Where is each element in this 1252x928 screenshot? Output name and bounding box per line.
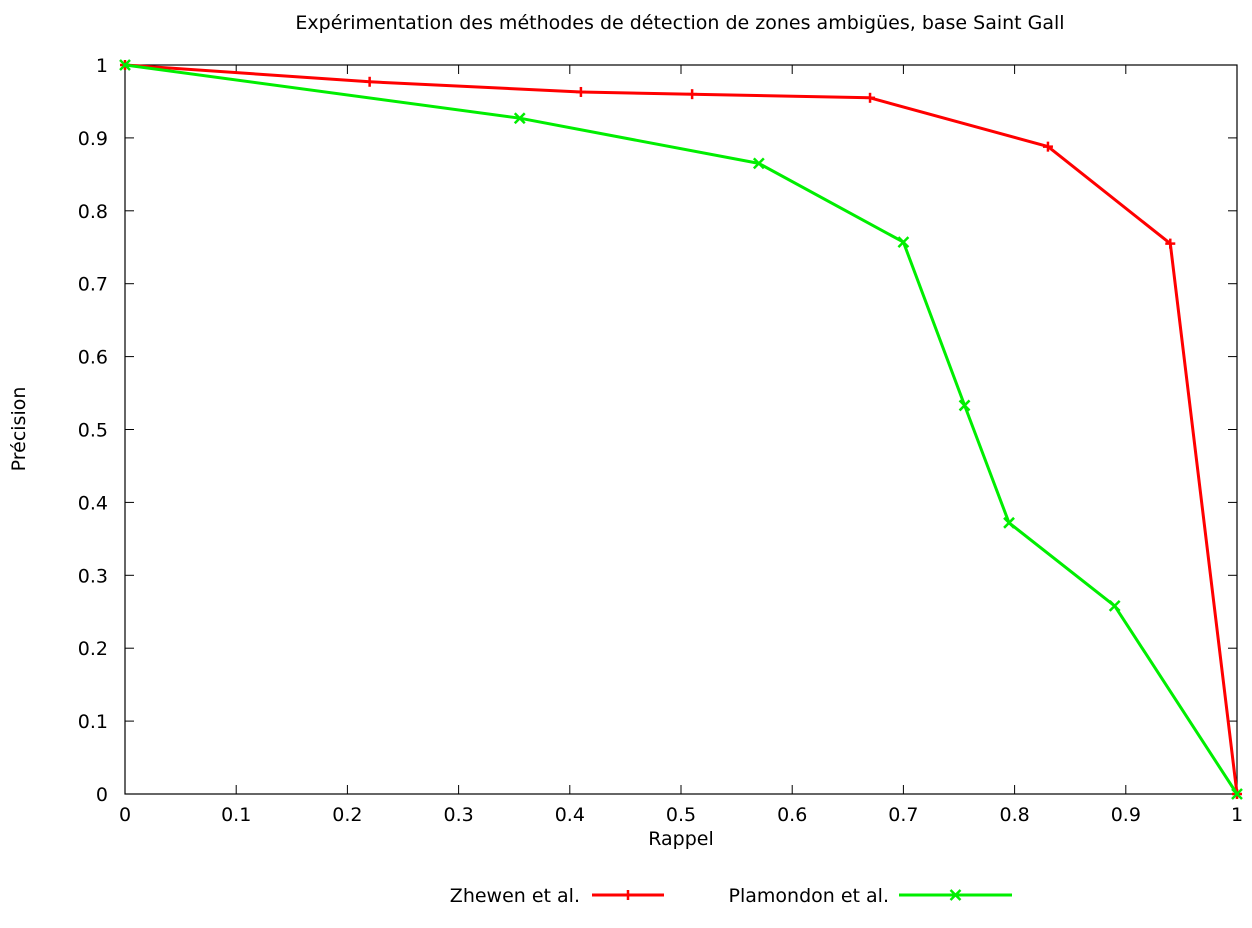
data-point-series-1 bbox=[119, 59, 131, 71]
data-point-series-1 bbox=[513, 112, 526, 125]
y-tick-label: 0 bbox=[96, 784, 108, 806]
x-tick-label: 0.3 bbox=[443, 804, 473, 826]
data-point-series-1 bbox=[1108, 600, 1121, 612]
data-point-series-0 bbox=[1165, 238, 1176, 249]
x-axis-title: Rappel bbox=[648, 828, 714, 850]
x-tick-label: 0.6 bbox=[777, 804, 807, 826]
x-tick-label: 1 bbox=[1231, 804, 1243, 826]
x-tick-label: 0.5 bbox=[666, 804, 696, 826]
data-point-series-1 bbox=[1231, 788, 1243, 800]
x-tick-label: 0.4 bbox=[555, 804, 585, 826]
data-point-series-1 bbox=[958, 399, 971, 412]
x-tick-label: 0.9 bbox=[1111, 804, 1141, 826]
data-point-series-0 bbox=[865, 92, 876, 103]
y-tick-label: 0.4 bbox=[78, 492, 108, 514]
y-tick-label: 0.2 bbox=[78, 638, 108, 660]
data-point-series-1 bbox=[1003, 516, 1015, 529]
plot-frame bbox=[124, 64, 1238, 795]
data-point-series-1 bbox=[897, 236, 910, 249]
y-tick-label: 0.9 bbox=[78, 128, 108, 150]
y-tick-label: 0.5 bbox=[78, 420, 108, 442]
x-tick-label: 0.8 bbox=[999, 804, 1029, 826]
y-tick-label: 0.3 bbox=[78, 565, 108, 587]
data-point-series-0 bbox=[364, 76, 375, 87]
y-tick-label: 1 bbox=[96, 55, 108, 77]
x-tick-label: 0.7 bbox=[888, 804, 918, 826]
series-line-1 bbox=[124, 63, 1239, 795]
data-point-series-0 bbox=[1042, 141, 1053, 152]
legend-label: Zhewen et al. bbox=[450, 885, 580, 907]
x-tick-label: 0.2 bbox=[332, 804, 362, 826]
chart-title: Expérimentation des méthodes de détectio… bbox=[295, 12, 1064, 34]
y-tick-label: 0.7 bbox=[78, 274, 108, 296]
data-point-series-0 bbox=[575, 86, 586, 97]
series-line-0 bbox=[124, 63, 1239, 795]
y-tick-label: 0.8 bbox=[78, 201, 108, 223]
legend-marker bbox=[949, 889, 962, 901]
x-tick-label: 0 bbox=[119, 804, 131, 826]
y-axis-title: Précision bbox=[8, 387, 30, 472]
data-point-series-0 bbox=[687, 89, 698, 100]
legend-marker bbox=[623, 890, 633, 900]
series-layer bbox=[119, 59, 1243, 800]
y-tick-label: 0.6 bbox=[78, 347, 108, 369]
legend-label: Plamondon et al. bbox=[729, 885, 889, 907]
legend: Zhewen et al. Plamondon et al. bbox=[450, 885, 1012, 907]
ticks-layer: 0 0.1 0.2 0.3 0.4 0.5 0.6 0.7 0.8 0.9 1 0 0.1 0.2 0.3 0… bbox=[78, 55, 1243, 826]
x-tick-label: 0.1 bbox=[221, 804, 251, 826]
y-tick-label: 0.1 bbox=[78, 711, 108, 733]
data-point-series-1 bbox=[752, 157, 765, 170]
